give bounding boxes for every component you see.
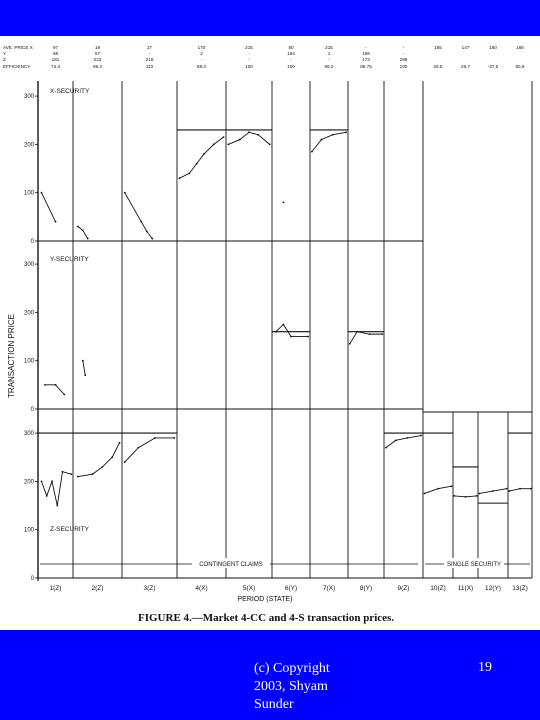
- y-tick-label: 100: [24, 359, 35, 365]
- y-tick-label: 0: [31, 576, 35, 582]
- y-tick-label: 100: [24, 528, 35, 534]
- regime-label: SINGLE SECURITY: [447, 562, 501, 568]
- header-cell: 26.7: [461, 64, 470, 69]
- header-cell: 2: [200, 51, 203, 56]
- price-line-x: [41, 131, 347, 239]
- y-tick-label: 200: [24, 142, 35, 148]
- period-tick-label: 7(X): [323, 585, 335, 592]
- header-cell: 58: [53, 51, 59, 56]
- figure-panel: AVE. PRICE X Y Z EFFICIENCY 97 58 181 74.3 19 57 2…: [0, 36, 540, 630]
- price-line-y: [45, 323, 383, 395]
- header-cell: 88.75: [360, 64, 372, 69]
- figure-caption: FIGURE 4.—Market 4-CC and 4-S transactio…: [138, 612, 394, 624]
- x-axis-label: PERIOD (STATE): [238, 596, 293, 603]
- period-tick-label: 9(Z): [398, 585, 410, 592]
- header-cell: 166: [516, 45, 524, 50]
- slide-top-band: [0, 0, 540, 36]
- regime-label: CONTINGENT CLAIMS: [199, 562, 263, 568]
- header-cell: 158: [362, 51, 370, 56]
- header-cell: 223: [94, 57, 102, 62]
- period-tick-label: 10(Z): [430, 585, 446, 592]
- header-cell: -: [328, 57, 330, 62]
- header-cell: 296: [400, 57, 408, 62]
- y-axis-label: TRANSACTION PRICE: [7, 314, 16, 398]
- period-tick-label: 13(Z): [512, 585, 528, 592]
- price-series: [40, 131, 532, 507]
- period-tick-label: 2(Z): [92, 585, 104, 592]
- header-cell: 97: [53, 45, 59, 50]
- y-tick-label: 0: [31, 239, 35, 245]
- regime-label-bg: [444, 558, 504, 568]
- y-tick-label: 200: [24, 479, 35, 485]
- header-cell: 165: [434, 45, 442, 50]
- header-cell: 215: [245, 45, 253, 50]
- period-tick-label: 1(Z): [50, 585, 62, 592]
- header-cell: 100: [245, 64, 253, 69]
- header-row-label: AVE. PRICE X: [3, 45, 33, 50]
- header-row-label: Y: [3, 51, 6, 56]
- header-cell: 173: [362, 57, 370, 62]
- transaction-price-chart: AVE. PRICE XYZEFFICIENCY975818174.319572…: [3, 45, 533, 624]
- equilibrium-levels: [38, 129, 532, 504]
- header-cell: 147: [462, 45, 470, 50]
- chart-axes: 0 100 200 300 0 100 200 300 0 100 200 300 X-SECURITY…: [24, 81, 533, 592]
- panel-label: Z-SECURITY: [50, 526, 90, 533]
- y-tick-label: 300: [24, 431, 35, 437]
- header-cell: 19: [95, 45, 101, 50]
- header-cell: -: [149, 51, 151, 56]
- header-cell: 74.3: [51, 64, 60, 69]
- price-point: [282, 201, 285, 204]
- header-cell: 170: [198, 45, 206, 50]
- header-cell: 100: [400, 64, 408, 69]
- period-tick-label: 11(X): [458, 585, 473, 592]
- period-tick-label: 5(X): [243, 585, 255, 592]
- y-tick-label: 0: [31, 407, 35, 413]
- header-cell: 26.5: [434, 64, 443, 69]
- copyright-text: (c) Copyright 2003, Shyam Sunder: [254, 661, 330, 712]
- panel-label: X-SECURITY: [50, 88, 90, 95]
- period-tick-label: 4(X): [195, 585, 207, 592]
- header-cell: 164: [287, 51, 295, 56]
- header-cell: 110: [146, 64, 154, 69]
- period-tick-label: 6(Y): [285, 585, 297, 592]
- header-cell: -37.5: [488, 64, 499, 69]
- price-line-z: [41, 435, 531, 506]
- header-table: AVE. PRICE XYZEFFICIENCY975818174.319572…: [3, 45, 525, 69]
- header-cell: -: [248, 51, 250, 56]
- header-cell: 80: [288, 45, 294, 50]
- header-cell: -: [290, 57, 292, 62]
- header-cell: 100: [287, 64, 295, 69]
- y-tick-label: 100: [24, 191, 35, 197]
- period-tick-label: 12(Y): [485, 585, 501, 592]
- header-cell: 181: [52, 57, 60, 62]
- header-cell: 57: [95, 51, 101, 56]
- header-cell: -: [403, 51, 405, 56]
- y-tick-label: 200: [24, 310, 35, 316]
- panel-label: Y-SECURITY: [50, 256, 89, 263]
- y-tick-label: 300: [24, 262, 35, 268]
- y-tick-label: 300: [24, 94, 35, 100]
- header-row-label: Z: [3, 57, 6, 62]
- header-cell: 27: [147, 45, 153, 50]
- header-cell: 88.3: [197, 64, 206, 69]
- header-cell: -: [365, 45, 367, 50]
- header-cell: 215: [325, 45, 333, 50]
- header-cell: -: [201, 57, 203, 62]
- header-cell: 218: [146, 57, 154, 62]
- regime-label-bg: [192, 558, 270, 568]
- header-cell: 96.3: [93, 64, 102, 69]
- header-cell: -: [403, 45, 405, 50]
- header-cell: 55.9: [516, 64, 525, 69]
- header-cell: 1: [328, 51, 331, 56]
- slide-number: 19: [478, 660, 492, 675]
- header-cell: -: [248, 57, 250, 62]
- period-tick-label: 3(Z): [144, 585, 156, 592]
- header-cell: 86.2: [325, 64, 334, 69]
- header-row-label: EFFICIENCY: [3, 64, 30, 69]
- header-cell: 150: [489, 45, 497, 50]
- period-tick-label: 8(Y): [360, 585, 372, 592]
